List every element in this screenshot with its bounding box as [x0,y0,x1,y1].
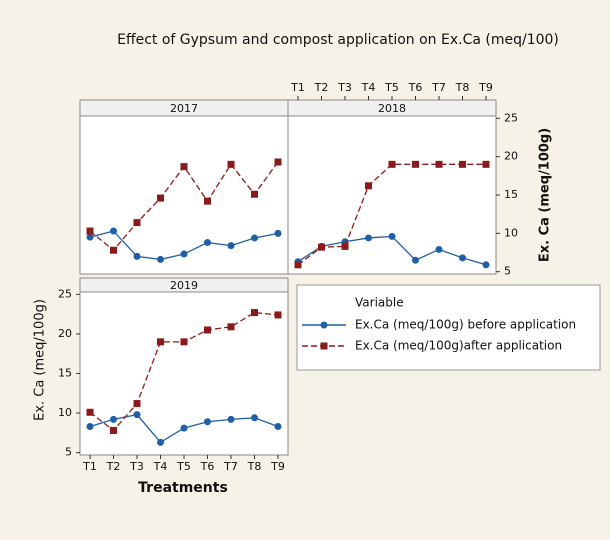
y-tick-label: 20 [58,327,72,340]
data-point [274,158,282,166]
data-point [110,415,117,423]
data-point [251,234,258,242]
data-point [341,242,349,250]
data-point [86,227,94,235]
x-tick-label: T8 [455,81,470,94]
panel-title: 2018 [378,102,406,115]
panel-title: 2019 [170,279,198,292]
data-point [412,256,419,264]
data-point [227,323,235,331]
y-tick-label: 5 [65,446,72,459]
data-point [365,234,372,242]
x-tick-label: T3 [337,81,352,94]
x-tick-label: T4 [153,460,168,473]
data-point [133,400,141,408]
y-tick-label: 25 [504,111,518,124]
x-tick-label: T5 [176,460,191,473]
x-tick-label: T1 [82,460,97,473]
data-point [86,233,94,241]
x-tick-label: T3 [129,460,144,473]
y-tick-label: 15 [504,188,518,201]
data-point [133,411,141,419]
data-point [86,408,94,416]
data-point [180,163,188,171]
x-tick-label: T5 [384,81,399,94]
data-point [294,261,302,269]
x-tick-label: T9 [270,460,285,473]
data-point [251,309,258,317]
x-tick-label: T2 [106,460,121,473]
data-point [227,160,235,168]
data-point [204,197,211,205]
legend [296,284,601,371]
x-tick-label: T2 [314,81,329,94]
x-tick-label: T1 [290,81,305,94]
data-point [180,250,188,258]
x-tick-label: T7 [431,81,446,94]
data-point [482,160,490,168]
y-tick-label: 10 [58,406,72,419]
y-axis-label-right: Ex. Ca (meq/100g) [538,128,553,262]
data-point [157,338,164,346]
data-point [251,190,258,198]
x-tick-label: T4 [361,81,376,94]
data-point [435,160,443,168]
data-point [251,414,258,422]
y-tick-label: 25 [58,287,72,300]
x-tick-label: T8 [247,460,262,473]
data-point [274,423,282,431]
legend-marker [320,342,328,350]
legend-marker [320,321,328,329]
legend-label: Ex.Ca (meq/100g) before application [355,318,576,332]
data-point [318,243,325,251]
data-point [86,423,94,431]
data-point [110,246,117,254]
data-point [435,245,443,253]
data-point [412,160,419,168]
x-tick-label: T7 [223,460,238,473]
data-point [204,326,211,334]
chart-title: Effect of Gypsum and compost application… [117,32,559,48]
data-point [157,194,164,202]
data-point [133,252,141,260]
data-point [388,232,396,240]
data-point [274,311,282,319]
data-point [157,438,164,446]
data-point [204,239,211,247]
x-axis-label: Treatments [138,480,228,496]
data-point [227,242,235,250]
data-point [133,219,141,227]
y-tick-label: 5 [504,265,511,278]
data-point [365,182,372,190]
data-point [482,261,490,269]
y-axis-label: Ex. Ca (meq/100g) [33,299,48,421]
y-tick-label: 10 [504,226,518,239]
x-tick-label: T6 [200,460,215,473]
data-point [459,254,466,262]
y-tick-label: 20 [504,150,518,163]
panel-title: 2017 [170,102,198,115]
data-point [227,415,235,423]
data-point [180,338,188,346]
data-point [459,160,466,168]
data-point [204,418,211,426]
x-tick-label: T6 [408,81,423,94]
x-tick-label: T9 [478,81,493,94]
data-point [388,160,396,168]
y-tick-label: 15 [58,367,72,380]
data-point [274,229,282,237]
legend-label: Ex.Ca (meq/100g)after application [355,339,562,353]
data-point [110,426,117,434]
data-point [180,424,188,432]
data-point [157,255,164,263]
legend-title: Variable [355,296,404,310]
data-point [110,227,117,235]
